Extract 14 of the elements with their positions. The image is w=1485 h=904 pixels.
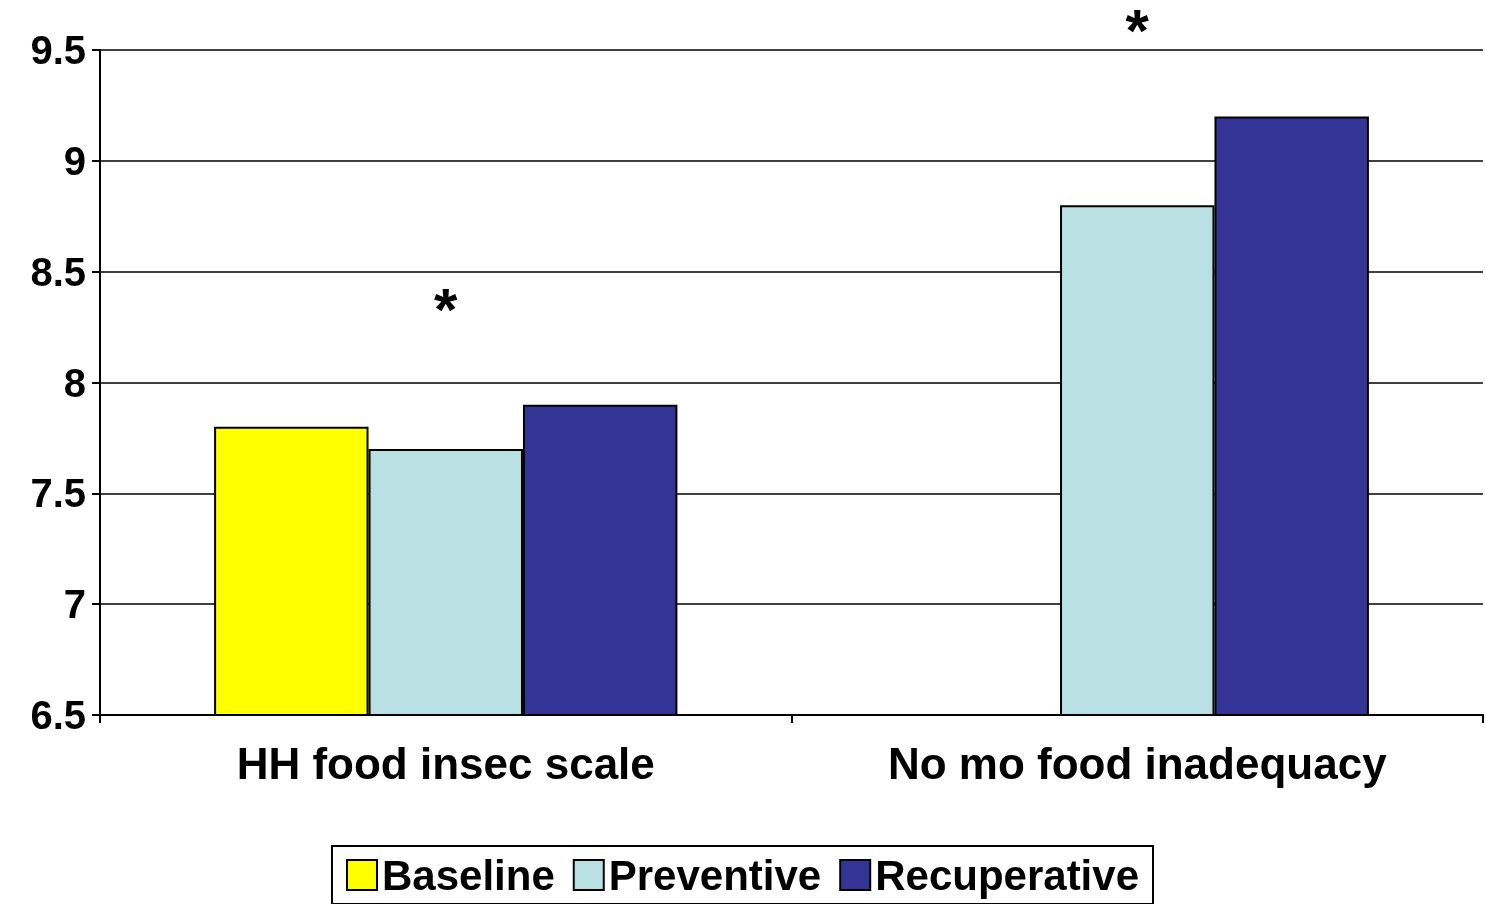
y-tick-label: 8.5: [30, 249, 86, 294]
legend-label: Recuperative: [875, 851, 1140, 899]
y-tick-label: 9: [63, 138, 86, 183]
annotation: *: [1125, 0, 1150, 64]
y-tick-label: 9.5: [30, 28, 86, 72]
y-tick-label: 8: [63, 360, 86, 405]
x-tick-label: HH food insec scale: [236, 738, 655, 788]
y-tick-label: 7.5: [30, 471, 86, 516]
annotation: *: [434, 276, 459, 344]
x-tick-label: No mo food inadequacy: [887, 738, 1388, 788]
legend-label: Baseline: [381, 851, 555, 899]
y-tick-label: 7: [63, 582, 86, 627]
y-tick-label: 6.5: [30, 693, 86, 737]
legend-label: Preventive: [608, 851, 822, 899]
